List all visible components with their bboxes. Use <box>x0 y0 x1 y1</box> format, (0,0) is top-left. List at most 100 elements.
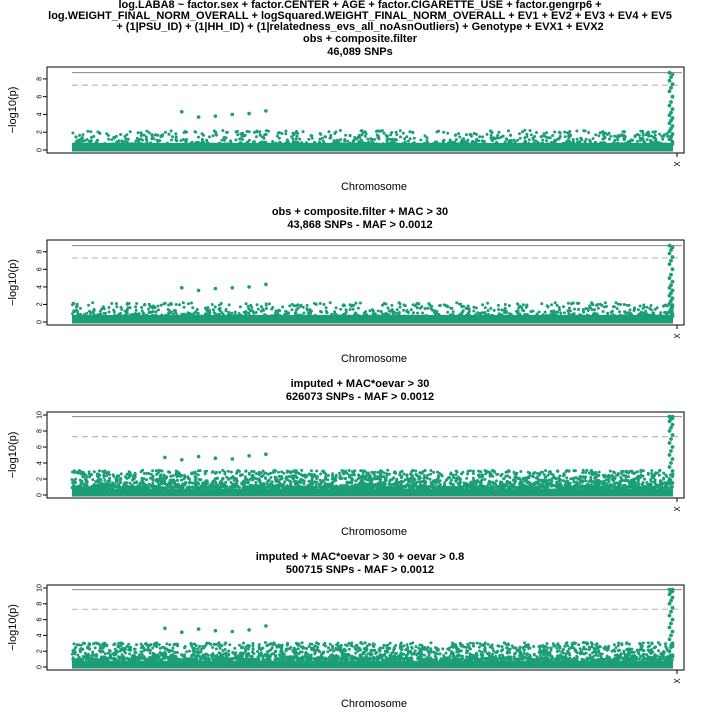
snp-point <box>74 140 78 144</box>
snp-point <box>373 477 377 481</box>
snp-point <box>223 138 226 142</box>
snp-point <box>277 136 281 140</box>
snp-point <box>236 133 240 137</box>
snp-point <box>260 140 264 144</box>
snp-point <box>76 485 80 488</box>
snp-point <box>167 132 171 136</box>
snp-point <box>630 143 634 147</box>
snp-point <box>520 486 524 490</box>
snp-point <box>333 478 337 482</box>
snp-point <box>466 304 470 308</box>
snp-point <box>627 303 631 307</box>
snp-point-x <box>670 82 675 87</box>
snp-point <box>300 641 304 645</box>
snp-point <box>394 130 398 134</box>
snp-point <box>183 481 187 485</box>
snp-point <box>178 303 181 307</box>
snp-point <box>461 310 465 314</box>
snp-point <box>513 480 517 484</box>
snp-point <box>106 480 110 484</box>
snp-point <box>141 311 145 315</box>
snp-point <box>167 303 171 307</box>
snp-point <box>350 481 354 485</box>
snp-point <box>658 132 662 136</box>
snp-point <box>165 141 169 145</box>
snp-point <box>115 305 119 309</box>
snp-point <box>388 137 392 141</box>
snp-point <box>657 141 661 145</box>
snp-point <box>98 477 102 481</box>
snp-point <box>260 475 264 479</box>
snp-point <box>572 480 576 484</box>
snp-point <box>261 469 265 473</box>
snp-point <box>472 478 476 482</box>
snp-point <box>199 478 202 482</box>
snp-point <box>189 313 192 317</box>
snp-point <box>98 469 101 473</box>
snp-point <box>587 648 591 652</box>
snp-point <box>71 303 74 307</box>
snp-point <box>194 141 198 145</box>
snp-point <box>277 474 281 478</box>
snp-point <box>621 470 625 473</box>
snp-point <box>168 471 172 474</box>
snp-point <box>397 314 401 318</box>
snp-point <box>291 485 294 489</box>
snp-point <box>175 475 179 479</box>
snp-point <box>627 311 631 315</box>
snp-point <box>263 315 267 319</box>
snp-point <box>566 481 570 485</box>
snp-point <box>409 472 412 476</box>
snp-point <box>142 314 146 318</box>
snp-point <box>528 314 531 318</box>
snp-point <box>142 142 146 146</box>
snp-point <box>583 141 587 145</box>
snp-point <box>631 471 634 475</box>
snp-point-x <box>670 116 675 120</box>
snp-point <box>621 143 625 147</box>
snp-point <box>391 314 395 317</box>
snp-point <box>638 304 642 308</box>
snp-point <box>296 303 300 307</box>
snp-point <box>640 137 644 141</box>
snp-point <box>454 473 458 477</box>
snp-point <box>258 130 262 134</box>
snp-point <box>262 136 266 140</box>
snp-point <box>271 306 275 309</box>
snp-point <box>204 486 208 490</box>
snp-point <box>588 479 591 483</box>
snp-point <box>390 303 394 307</box>
snp-point <box>423 134 427 138</box>
snp-point <box>264 129 268 133</box>
snp-point <box>553 301 557 305</box>
snp-point <box>305 307 309 311</box>
snp-point <box>500 143 504 147</box>
snp-point <box>71 470 74 474</box>
snp-point <box>366 471 370 475</box>
snp-point <box>619 476 623 479</box>
snp-point <box>159 478 163 482</box>
snp-point <box>663 142 667 146</box>
snp-point <box>210 486 214 490</box>
snp-point <box>562 474 565 478</box>
snp-point-high <box>196 288 201 293</box>
snp-point <box>92 483 96 486</box>
snp-point <box>494 142 498 145</box>
snp-point <box>292 469 296 473</box>
snp-point <box>343 484 347 488</box>
snp-point <box>517 306 521 310</box>
figure-title: log.LABA8 ~ factor.sex + factor.CENTER +… <box>0 0 720 33</box>
snp-point <box>406 481 410 485</box>
snp-point <box>559 478 562 482</box>
snp-point <box>625 303 629 307</box>
snp-point <box>400 474 404 478</box>
snp-point <box>416 311 420 315</box>
snp-point <box>82 315 86 318</box>
snp-point <box>388 478 392 482</box>
snp-point <box>275 134 279 138</box>
snp-point <box>203 312 207 316</box>
snp-point <box>435 658 438 662</box>
snp-point <box>169 129 173 133</box>
snp-point <box>482 484 486 488</box>
snp-point <box>274 309 278 313</box>
